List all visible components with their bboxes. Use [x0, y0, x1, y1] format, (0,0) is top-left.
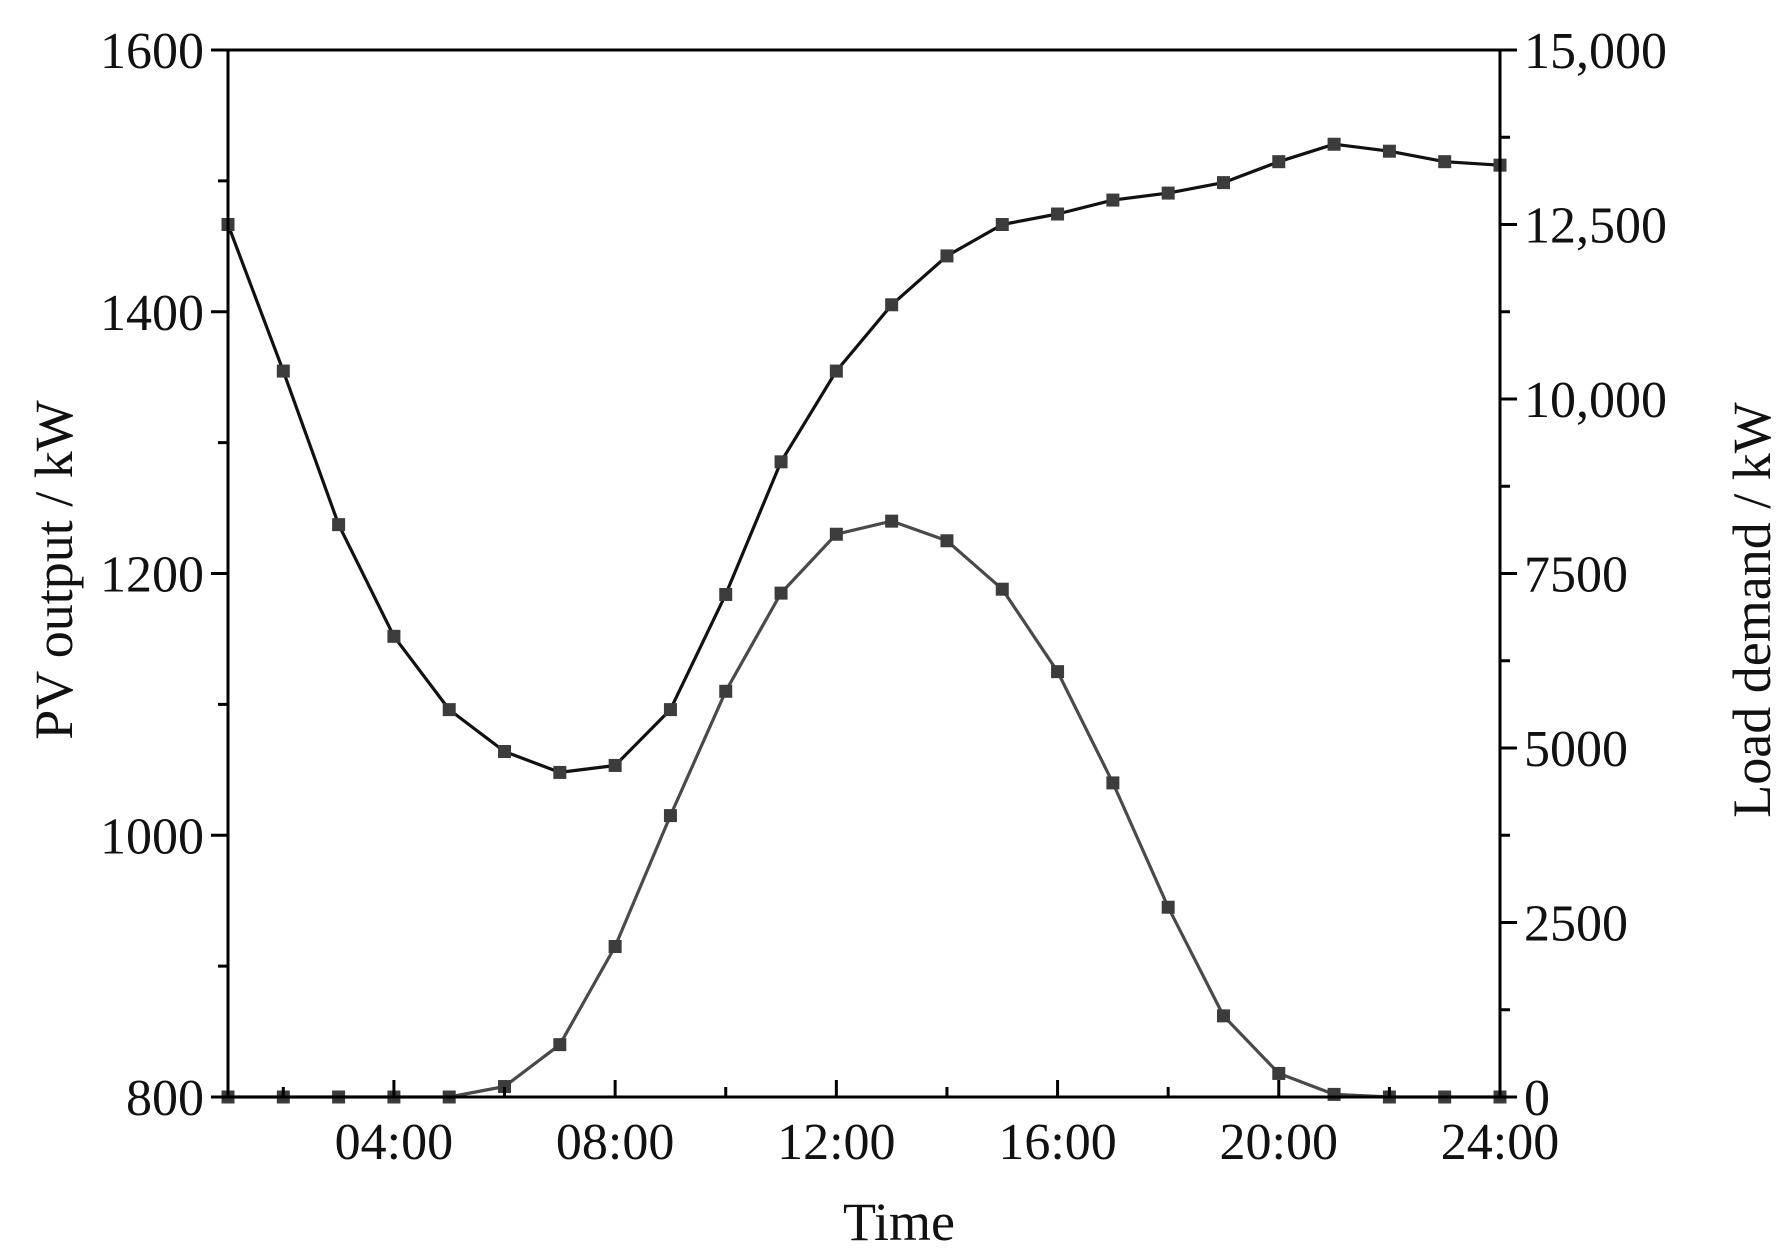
pv-output-point	[719, 684, 733, 698]
load-demand-point	[719, 587, 733, 601]
load-demand-point	[553, 765, 567, 779]
left-y-axis-title: PV output / kW	[24, 400, 84, 740]
load-demand-point	[663, 703, 677, 717]
x-tick-label: 24:00	[1441, 1114, 1559, 1171]
right-y-tick-label: 5000	[1524, 721, 1628, 778]
left-y-tick-label: 800	[126, 1070, 204, 1127]
pv-output-point	[940, 534, 954, 548]
pv-output-point	[1272, 1066, 1286, 1080]
left-y-tick-label: 1200	[100, 547, 204, 604]
load-demand-point	[442, 703, 456, 717]
right-y-tick-label: 0	[1524, 1070, 1550, 1127]
load-demand-point	[995, 218, 1009, 231]
pv-output-point	[829, 527, 843, 541]
x-tick-label: 12:00	[777, 1114, 895, 1171]
right-y-tick-label: 2500	[1524, 896, 1628, 953]
load-demand-point	[1438, 155, 1452, 169]
pv-output-line	[228, 519, 1500, 1099]
x-tick-label: 08:00	[556, 1114, 674, 1171]
right-y-axis-title: Load demand / kW	[1722, 402, 1782, 817]
load-demand-point	[829, 364, 843, 378]
pv-output-point	[774, 586, 788, 600]
x-tick-label: 20:00	[1220, 1114, 1338, 1171]
load-demand-point	[387, 629, 401, 643]
load-demand-point	[1272, 155, 1286, 169]
load-demand-point	[1051, 207, 1065, 221]
pv-output-point	[995, 582, 1009, 596]
pv-output-point	[1216, 1009, 1230, 1023]
right-y-tick-label: 15,000	[1524, 23, 1667, 80]
load-demand-point	[1382, 144, 1396, 158]
plot-frame	[226, 48, 1502, 1099]
pv-output-point	[1106, 776, 1120, 790]
pv-output-point	[1051, 665, 1065, 679]
load-demand-line	[226, 142, 1501, 775]
load-demand-point	[332, 518, 346, 532]
x-tick-label: 16:00	[998, 1114, 1116, 1171]
pv-output-point	[608, 939, 622, 953]
pv-output-point	[1327, 1087, 1341, 1101]
series-layer	[221, 137, 1507, 1104]
load-demand-point	[608, 758, 622, 772]
right-y-tick-label: 7500	[1524, 547, 1628, 604]
load-demand-point	[940, 249, 954, 263]
load-demand-point	[1161, 186, 1175, 200]
load-demand-point	[1216, 176, 1230, 190]
right-y-tick-label: 12,500	[1524, 198, 1667, 255]
x-axis-title: Time	[843, 1192, 955, 1252]
load-demand-point	[498, 744, 512, 758]
x-tick-label: 04:00	[335, 1114, 453, 1171]
pv-output-point	[553, 1038, 567, 1052]
left-y-tick-label: 1400	[100, 285, 204, 342]
left-y-tick-label: 1600	[100, 23, 204, 80]
load-demand-point	[774, 455, 788, 469]
left-y-tick-label: 1000	[100, 808, 204, 865]
load-demand-point	[276, 364, 290, 378]
axes-layer: 800 1000 1200 1400 1600 0 2500 5000 7500 10,000 12…	[100, 23, 1667, 1171]
pv-output-point	[663, 809, 677, 823]
pv-output-point	[885, 514, 899, 528]
pv-output-point	[1161, 900, 1175, 914]
pv-output-point	[498, 1080, 512, 1094]
load-demand-point	[885, 298, 899, 312]
labels-layer: Time PV output / kW Load demand / kW	[24, 400, 1782, 1252]
load-demand-point	[1106, 193, 1120, 207]
right-y-tick-label: 10,000	[1524, 372, 1667, 429]
load-demand-point	[1327, 137, 1341, 151]
